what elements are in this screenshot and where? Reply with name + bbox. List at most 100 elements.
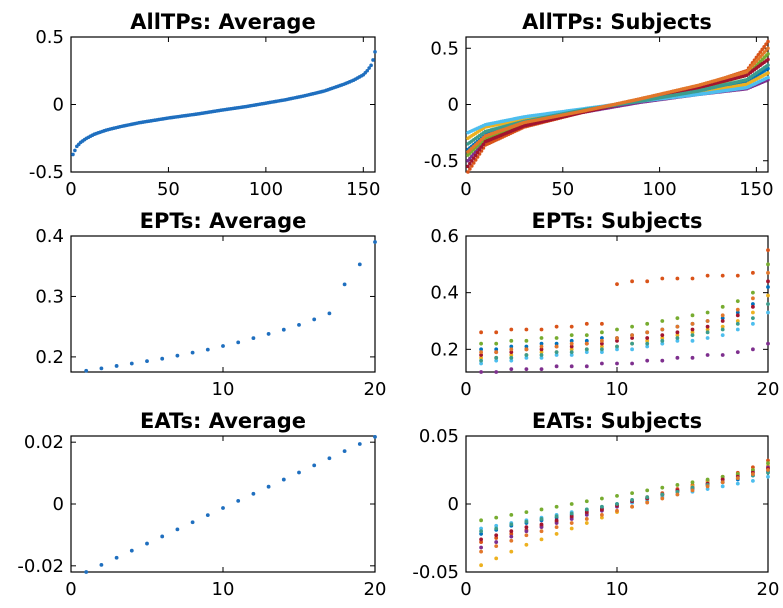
data-point	[766, 310, 770, 315]
data-point	[327, 311, 332, 316]
x-tick-label: 20	[757, 379, 780, 400]
data-point	[584, 347, 589, 352]
data-point	[766, 341, 770, 346]
data-point	[720, 273, 725, 278]
data-point	[584, 517, 589, 521]
data-point	[468, 161, 472, 166]
data-point	[509, 358, 514, 363]
data-point	[342, 449, 347, 454]
data-point	[266, 332, 271, 336]
data-point	[479, 532, 483, 536]
data-point	[509, 532, 514, 536]
data-point	[735, 319, 740, 323]
data-point	[615, 344, 619, 349]
series-3	[479, 464, 770, 568]
x-tick-label: 150	[346, 179, 380, 200]
y-tick-label: 0.4	[35, 226, 64, 247]
data-point	[630, 324, 634, 329]
data-point	[569, 521, 574, 525]
data-point	[766, 474, 770, 479]
data-point	[760, 47, 764, 52]
data-point	[569, 364, 574, 369]
data-point	[145, 541, 149, 546]
data-point	[720, 480, 725, 485]
data-point	[479, 549, 483, 554]
data-point	[766, 468, 770, 472]
data-point	[509, 549, 514, 554]
data-point	[660, 333, 665, 338]
data-point	[766, 57, 770, 62]
data-point	[569, 344, 574, 349]
x-tick-label: 0	[65, 579, 76, 600]
data-point	[494, 350, 499, 355]
data-point	[645, 495, 650, 500]
data-point	[569, 526, 574, 531]
series-7	[466, 57, 770, 169]
data-point	[690, 313, 695, 318]
data-point	[473, 153, 478, 158]
data-point	[509, 350, 514, 355]
y-tick-label: -0.02	[17, 556, 64, 577]
data-point	[660, 276, 665, 281]
data-point	[524, 525, 529, 530]
data-point	[479, 330, 483, 335]
data-point	[720, 484, 725, 489]
data-point	[584, 338, 589, 343]
series-1	[84, 240, 377, 373]
data-point	[600, 330, 604, 335]
data-point	[539, 341, 544, 346]
y-tick-label: 0.5	[430, 38, 459, 59]
data-point	[600, 338, 604, 343]
x-tick-label: 0	[65, 179, 76, 200]
data-point	[554, 514, 559, 519]
data-point	[479, 347, 483, 352]
y-tick-label: 0.2	[430, 339, 459, 360]
data-point	[73, 148, 77, 153]
data-point	[554, 341, 559, 346]
data-point	[357, 262, 362, 267]
data-point	[690, 321, 695, 326]
data-point	[509, 534, 514, 539]
series-1	[71, 50, 377, 157]
series-2	[479, 248, 770, 335]
data-point	[524, 542, 529, 547]
data-point	[720, 353, 725, 357]
y-tick-label: 0.4	[430, 283, 459, 304]
data-point	[675, 492, 680, 497]
axes-frame	[70, 36, 376, 173]
subplot-title: AllTPs: Average	[130, 10, 315, 34]
y-tick-label: 0	[448, 95, 459, 116]
y-tick-label: 0	[53, 95, 64, 116]
data-point	[554, 353, 559, 357]
series-9	[479, 270, 770, 355]
data-point	[479, 518, 483, 523]
series-8	[479, 302, 770, 363]
data-point	[766, 262, 770, 267]
data-point	[509, 353, 514, 357]
data-point	[494, 341, 499, 346]
data-point	[569, 517, 574, 521]
data-point	[494, 330, 499, 335]
data-point	[190, 520, 195, 525]
data-point	[720, 304, 725, 309]
data-point	[236, 340, 241, 345]
data-point	[751, 270, 755, 275]
data-point	[751, 296, 755, 301]
data-point	[705, 330, 710, 335]
data-point	[524, 355, 529, 360]
data-point	[569, 338, 574, 343]
data-point	[539, 353, 544, 357]
data-point	[569, 353, 574, 357]
data-point	[600, 515, 604, 520]
data-point	[630, 333, 634, 338]
data-point	[373, 240, 377, 244]
x-tick-label: 10	[212, 379, 235, 400]
data-point	[645, 341, 650, 346]
data-point	[471, 156, 476, 160]
data-point	[660, 336, 665, 340]
data-point	[705, 319, 710, 323]
data-point	[369, 63, 373, 68]
data-point	[630, 336, 634, 340]
data-point	[71, 152, 75, 157]
data-point	[720, 333, 725, 338]
